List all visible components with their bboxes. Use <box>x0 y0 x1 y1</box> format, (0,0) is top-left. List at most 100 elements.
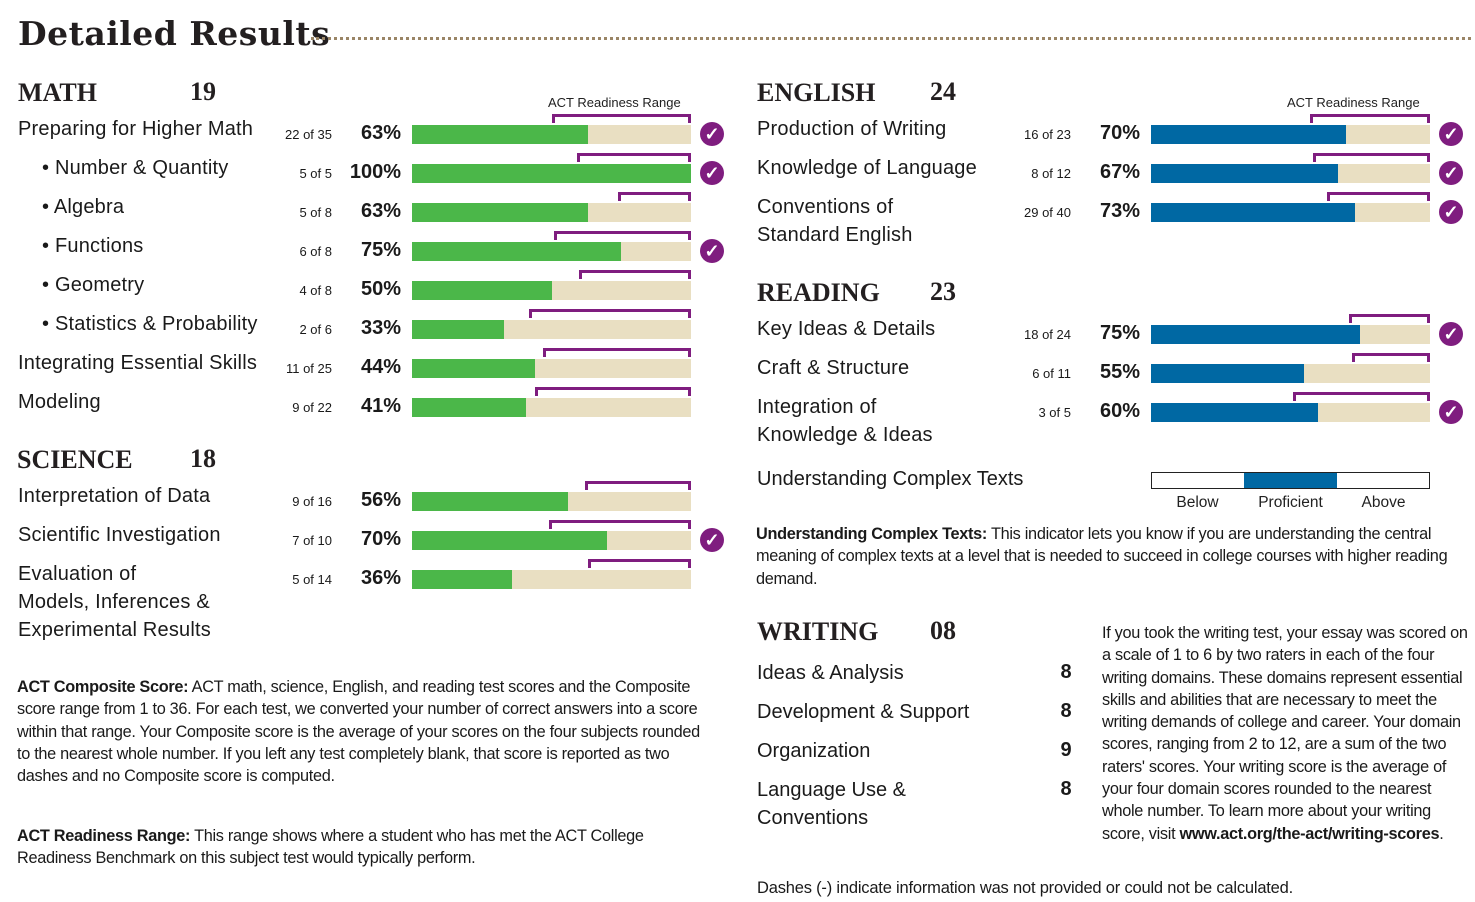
uct-label: Understanding Complex Texts <box>757 468 1024 490</box>
skill-count: 6 of 8 <box>299 244 332 259</box>
skill-label: Evaluation of Models, Inferences & Exper… <box>18 563 211 641</box>
skill-percent: 63% <box>360 200 401 222</box>
footnote: Dashes (-) indicate information was not … <box>757 879 1294 897</box>
skill-count: 5 of 14 <box>292 572 332 587</box>
skill-label: • Algebra <box>42 196 125 218</box>
skill-percent: 50% <box>360 278 401 300</box>
readiness-met-check-icon: ✓ <box>700 161 724 185</box>
skill-percent: 75% <box>360 239 401 261</box>
skill-label: Knowledge of Language <box>757 157 977 179</box>
writing-score: 08 <box>930 616 956 645</box>
skill-count: 9 of 22 <box>292 400 332 415</box>
english-score: 24 <box>930 77 956 106</box>
readiness-range-bracket <box>534 387 691 396</box>
skill-percent: 55% <box>1099 361 1140 383</box>
readiness-range-bracket <box>1326 192 1430 201</box>
skill-count: 18 of 24 <box>1024 327 1071 342</box>
skill-row: Knowledge of Language 8 of 12 67% ✓ <box>0 153 1475 185</box>
skill-row: Key Ideas & Details 18 of 24 75% ✓ <box>0 314 1475 346</box>
skill-bar-track <box>412 125 691 144</box>
skill-count: 5 of 8 <box>299 205 332 220</box>
skill-bar-fill <box>1151 203 1355 222</box>
readiness-note-heading: ACT Readiness Range: <box>17 827 191 845</box>
skill-label: • Number & Quantity <box>42 157 229 179</box>
writing-domain-score: 9 <box>1060 739 1072 761</box>
skill-percent: 44% <box>360 356 401 378</box>
skill-percent: 56% <box>360 489 401 511</box>
science-heading: SCIENCE <box>17 445 133 474</box>
skill-row: • Functions 6 of 8 75% ✓ <box>0 231 1475 263</box>
readiness-range-bracket <box>1351 353 1430 362</box>
skill-row: Conventions of Standard English 29 of 40 7… <box>0 192 1475 246</box>
uct-above-segment <box>1336 473 1429 488</box>
skill-bar-fill <box>412 570 513 589</box>
readiness-range-bracket <box>548 520 691 529</box>
writing-domain-label: Development & Support <box>757 701 970 723</box>
readiness-range-bracket <box>584 481 691 490</box>
skill-row: Interpretation of Data 9 of 16 56% <box>0 481 1475 511</box>
skill-label: Conventions of Standard English <box>757 196 913 246</box>
readiness-met-check-icon: ✓ <box>1439 400 1463 424</box>
skill-bar-fill <box>412 492 569 511</box>
readiness-note-text: This range shows where a student who has… <box>17 827 644 868</box>
skill-percent: 63% <box>360 122 401 144</box>
skill-bar-fill <box>1151 164 1338 183</box>
readiness-range-bracket <box>543 348 691 357</box>
uct-indicator <box>1151 472 1430 489</box>
skill-percent: 41% <box>360 395 401 417</box>
uct-proficient-segment <box>1244 473 1337 488</box>
skill-row: Preparing for Higher Math 22 of 35 63% ✓ <box>0 114 1475 146</box>
skill-count: 22 of 35 <box>285 127 332 142</box>
skill-label: Production of Writing <box>757 118 947 140</box>
skill-bar-track <box>412 531 691 550</box>
uct-level-proficient: Proficient <box>1258 494 1323 511</box>
writing-scores-link[interactable]: www.act.org/the-act/writing-scores <box>1179 824 1440 843</box>
writing-heading: WRITING <box>757 617 879 646</box>
writing-domain-row: Development & Support 8 <box>0 698 1475 723</box>
skill-bar-track <box>412 359 691 378</box>
math-readiness-label: ACT Readiness Range <box>548 95 681 110</box>
math-heading: MATH <box>18 78 97 107</box>
skill-bar-fill <box>1151 325 1361 344</box>
writing-note: If you took the writing test, your essay… <box>1102 622 1474 845</box>
skill-label: Craft & Structure <box>757 357 910 379</box>
skill-percent: 36% <box>360 567 401 589</box>
skill-row: • Geometry 4 of 8 50% <box>0 270 1475 300</box>
skill-row: Scientific Investigation 7 of 10 70% ✓ <box>0 520 1475 552</box>
skill-count: 29 of 40 <box>1024 205 1071 220</box>
readiness-met-check-icon: ✓ <box>1439 122 1463 146</box>
readiness-range-bracket <box>579 270 691 279</box>
skill-label: Modeling <box>18 391 101 413</box>
uct-level-labels: Below Proficient Above <box>1151 494 1430 512</box>
skill-percent: 75% <box>1099 322 1140 344</box>
readiness-range-bracket <box>1310 114 1430 123</box>
skill-bar-fill <box>412 164 691 183</box>
skill-percent: 70% <box>360 528 401 550</box>
reading-score: 23 <box>930 277 956 306</box>
skill-count: 2 of 6 <box>299 322 332 337</box>
skill-row: • Algebra 5 of 8 63% <box>0 192 1475 222</box>
skill-bar-fill <box>1151 364 1305 383</box>
skill-count: 8 of 12 <box>1031 166 1071 181</box>
skill-percent: 67% <box>1099 161 1140 183</box>
uct-note-heading: Understanding Complex Texts: <box>756 525 988 543</box>
composite-note-heading: ACT Composite Score: <box>17 678 189 696</box>
english-heading: ENGLISH <box>757 78 876 107</box>
skill-percent: 70% <box>1099 122 1140 144</box>
skill-bar-fill <box>412 203 588 222</box>
science-score: 18 <box>190 444 216 473</box>
skill-label: Interpretation of Data <box>18 485 211 507</box>
skill-bar-track <box>1151 325 1430 344</box>
page-title: Detailed Results <box>18 14 331 53</box>
skill-label: Integrating Essential Skills <box>18 352 258 374</box>
readiness-range-bracket <box>554 231 691 240</box>
skill-percent: 60% <box>1099 400 1140 422</box>
skill-row: Craft & Structure 6 of 11 55% <box>0 353 1475 383</box>
skill-count: 4 of 8 <box>299 283 332 298</box>
skill-bar-fill <box>412 242 622 261</box>
writing-domain-label: Organization <box>757 740 871 762</box>
skill-count: 3 of 5 <box>1038 405 1071 420</box>
english-readiness-label: ACT Readiness Range <box>1287 95 1420 110</box>
skill-row: Evaluation of Models, Inferences & Exper… <box>0 559 1475 641</box>
writing-domain-label: Ideas & Analysis <box>757 662 904 684</box>
